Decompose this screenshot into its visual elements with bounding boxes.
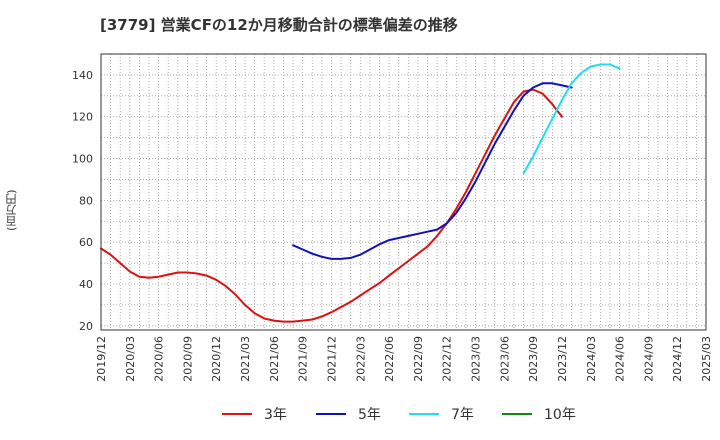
x-tick-label: 2021/03 <box>239 336 252 382</box>
y-tick-label: 100 <box>72 153 93 166</box>
series-line-2 <box>522 63 621 175</box>
y-tick-label: 120 <box>72 111 93 124</box>
series-line-1 <box>292 82 573 260</box>
x-tick-label: 2023/09 <box>527 336 540 382</box>
y-tick-label: 60 <box>79 236 93 249</box>
x-tick-label: 2023/06 <box>498 336 511 382</box>
legend-label-3: 10年 <box>544 407 576 423</box>
x-tick-label: 2020/09 <box>181 336 194 382</box>
series-lines <box>100 63 621 323</box>
x-tick-label: 2020/06 <box>153 336 166 382</box>
x-tick-label: 2022/06 <box>383 336 396 382</box>
x-tick-label: 2024/09 <box>642 336 655 382</box>
x-tick-label: 2020/12 <box>210 336 223 382</box>
x-tick-label: 2025/03 <box>700 336 713 382</box>
x-tick-label: 2022/12 <box>441 336 454 382</box>
legend-label-2: 7年 <box>451 407 474 423</box>
y-tick-label: 80 <box>79 194 93 207</box>
legend: 3年 5年 7年 10年 <box>222 407 576 423</box>
x-tick-label: 2024/06 <box>614 336 627 382</box>
x-tick-label: 2020/03 <box>124 336 137 382</box>
series-line-0 <box>100 88 563 323</box>
x-tick-label: 2021/12 <box>325 336 338 382</box>
x-tick-label: 2024/03 <box>585 336 598 382</box>
grid <box>101 54 706 330</box>
x-tick-label: 2019/12 <box>95 336 108 382</box>
plot-frame <box>100 53 707 331</box>
x-tick-label: 2021/09 <box>297 336 310 382</box>
legend-label-1: 5年 <box>358 407 381 423</box>
x-tick-label: 2023/12 <box>556 336 569 382</box>
y-tick-label: 140 <box>72 69 93 82</box>
x-tick-label: 2021/06 <box>268 336 281 382</box>
x-axis: 2019/12 2020/03 2020/06 2020/09 2020/12 2021/… <box>95 336 713 382</box>
x-tick-label: 2022/09 <box>412 336 425 382</box>
chart-title: [3779] 営業CFの12か月移動合計の標準偏差の推移 <box>100 16 458 34</box>
y-axis: 20 40 60 80 100 120 140 <box>72 69 93 333</box>
x-tick-label: 2024/12 <box>671 336 684 382</box>
y-tick-label: 20 <box>79 320 93 333</box>
y-tick-label: 40 <box>79 278 93 291</box>
x-tick-label: 2022/03 <box>354 336 367 382</box>
x-tick-label: 2023/03 <box>470 336 483 382</box>
legend-label-0: 3年 <box>264 407 287 423</box>
